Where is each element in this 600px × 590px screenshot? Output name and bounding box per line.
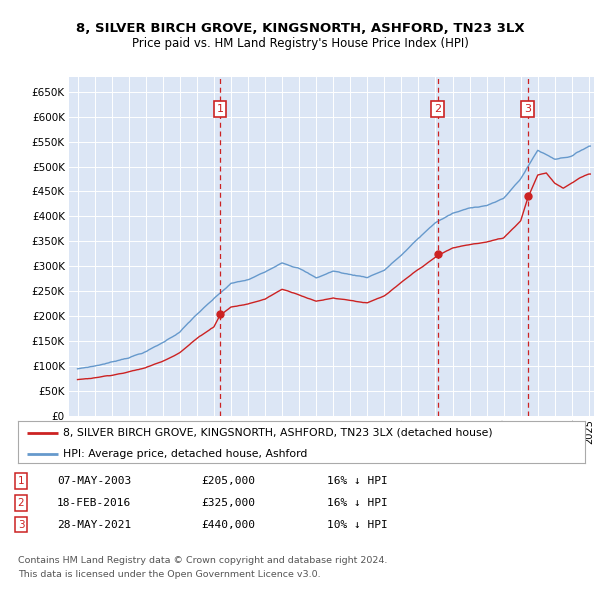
Text: 18-FEB-2016: 18-FEB-2016 [57,498,131,507]
Text: 3: 3 [17,520,25,529]
Text: 2: 2 [434,104,441,114]
Text: £440,000: £440,000 [201,520,255,529]
Text: 28-MAY-2021: 28-MAY-2021 [57,520,131,529]
Text: 1: 1 [217,104,223,114]
Text: 8, SILVER BIRCH GROVE, KINGSNORTH, ASHFORD, TN23 3LX: 8, SILVER BIRCH GROVE, KINGSNORTH, ASHFO… [76,22,524,35]
Text: 16% ↓ HPI: 16% ↓ HPI [327,498,388,507]
Text: 07-MAY-2003: 07-MAY-2003 [57,476,131,486]
Text: HPI: Average price, detached house, Ashford: HPI: Average price, detached house, Ashf… [64,449,308,459]
Text: £325,000: £325,000 [201,498,255,507]
Text: 8, SILVER BIRCH GROVE, KINGSNORTH, ASHFORD, TN23 3LX (detached house): 8, SILVER BIRCH GROVE, KINGSNORTH, ASHFO… [64,428,493,438]
Text: 2: 2 [17,498,25,507]
Text: 16% ↓ HPI: 16% ↓ HPI [327,476,388,486]
Text: 1: 1 [17,476,25,486]
Text: 10% ↓ HPI: 10% ↓ HPI [327,520,388,529]
Text: 3: 3 [524,104,531,114]
Text: Contains HM Land Registry data © Crown copyright and database right 2024.: Contains HM Land Registry data © Crown c… [18,556,388,565]
Text: £205,000: £205,000 [201,476,255,486]
Text: This data is licensed under the Open Government Licence v3.0.: This data is licensed under the Open Gov… [18,571,320,579]
Text: Price paid vs. HM Land Registry's House Price Index (HPI): Price paid vs. HM Land Registry's House … [131,37,469,50]
